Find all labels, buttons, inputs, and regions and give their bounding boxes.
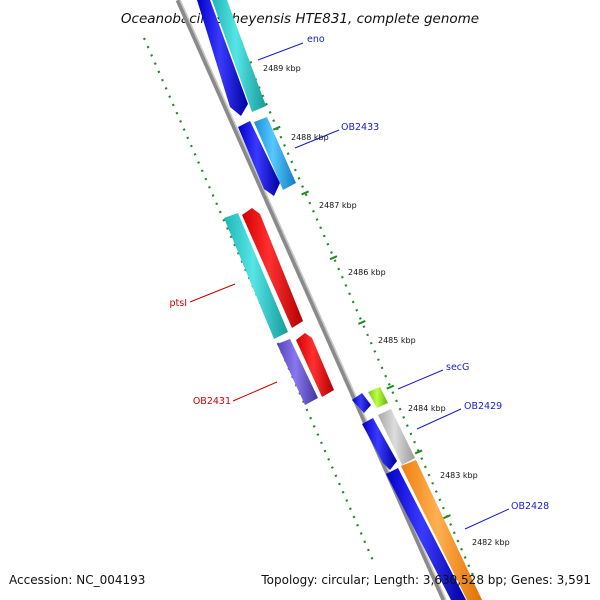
- tick-label: 2489 kbp: [263, 64, 301, 73]
- cds-ob2433-sky[interactable]: [254, 117, 296, 190]
- genome-backbone: [175, 0, 447, 600]
- ruler-major-tick: [414, 449, 423, 455]
- forward-strand-features: [224, 208, 334, 405]
- gene-label-ob2431[interactable]: OB2431: [193, 396, 231, 407]
- tick-label: 2485 kbp: [378, 336, 416, 345]
- cds-eno-cyan[interactable]: [212, 0, 266, 112]
- ruler-major-tick: [386, 384, 395, 390]
- cds-ptsi-cyan[interactable]: [224, 213, 288, 339]
- leader-ptsi: [189, 283, 236, 303]
- cds-ob2431-red[interactable]: [296, 333, 334, 397]
- leader-eno: [257, 42, 304, 61]
- gene-label-ob2428[interactable]: OB2428: [511, 501, 549, 512]
- cds-secg-lime[interactable]: [368, 387, 388, 408]
- cds-ob2429-blue[interactable]: [362, 418, 397, 470]
- tick-label: 2487 kbp: [319, 201, 357, 210]
- cds-secg-blue[interactable]: [352, 393, 371, 413]
- cds-ob2428-orange[interactable]: [401, 460, 482, 600]
- topology-text: Topology: circular; Length: 3,630,528 bp…: [261, 573, 591, 587]
- gene-label-ob2433[interactable]: OB2433: [341, 122, 379, 133]
- cds-ob2433-blue[interactable]: [238, 121, 280, 196]
- leader-ob2433: [294, 129, 340, 149]
- kbp-tick-labels: 2489 kbp 2488 kbp 2487 kbp 2486 kbp 2485…: [263, 64, 510, 547]
- cds-ob2428-blue[interactable]: [386, 468, 466, 600]
- ruler-major-tick: [357, 320, 366, 325]
- cds-ob2429-gray[interactable]: [378, 409, 415, 465]
- tick-label: 2484 kbp: [408, 404, 446, 413]
- ruler-major-tick: [301, 190, 309, 196]
- leader-ob2431: [232, 381, 278, 402]
- tick-label: 2482 kbp: [472, 538, 510, 547]
- ruler-major-tick: [443, 514, 451, 520]
- leader-ob2428: [464, 508, 510, 530]
- ruler-major-tick: [329, 255, 338, 261]
- ruler-major-tick: [272, 125, 281, 131]
- cds-ob2431-purple[interactable]: [277, 339, 318, 405]
- gene-labels: eno OB2433 ptsI OB2431 secG OB2429 OB242…: [169, 34, 549, 512]
- map-title: Oceanobacillus iheyensis HTE831, complet…: [121, 11, 479, 27]
- reverse-strand-features: [197, 0, 482, 600]
- gene-label-secg[interactable]: secG: [446, 362, 469, 373]
- gene-label-ob2429[interactable]: OB2429: [464, 401, 502, 412]
- tick-label: 2486 kbp: [348, 268, 386, 277]
- leader-ob2429: [416, 408, 462, 430]
- gene-label-eno[interactable]: eno: [307, 34, 325, 45]
- leader-secg: [397, 369, 444, 390]
- gene-leader-lines: [189, 42, 510, 530]
- accession-text: Accession: NC_004193: [9, 573, 146, 587]
- ruler-tick-marks: [244, 61, 451, 520]
- cds-ptsi-red[interactable]: [242, 208, 303, 328]
- cds-eno-blue[interactable]: [197, 0, 248, 116]
- tick-label: 2483 kbp: [440, 471, 478, 480]
- tick-label: 2488 kbp: [291, 133, 329, 142]
- gene-label-ptsi[interactable]: ptsI: [169, 298, 187, 309]
